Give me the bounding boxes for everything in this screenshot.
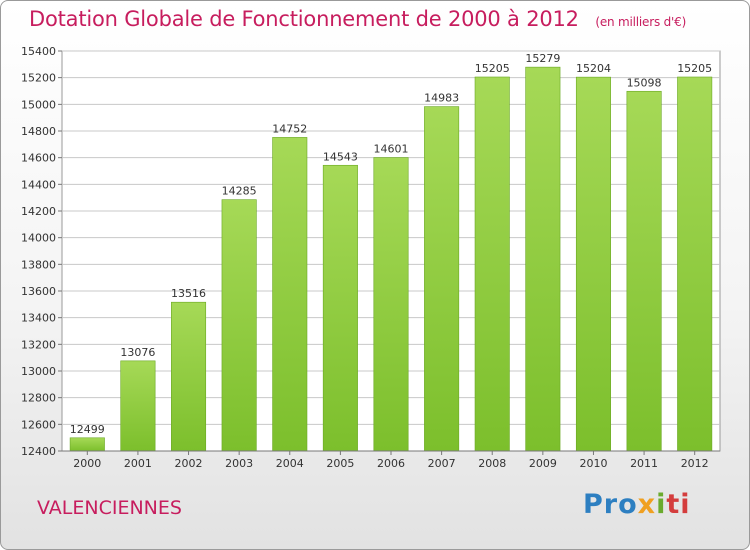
y-tick-label: 15400 — [21, 45, 56, 58]
y-tick-label: 14800 — [21, 125, 56, 138]
data-label: 12499 — [70, 423, 105, 436]
bar — [69, 437, 105, 452]
bar — [424, 106, 460, 452]
x-tick-label: 2000 — [73, 457, 101, 470]
place-name: VALENCIENNES — [37, 497, 182, 519]
y-tick-label: 15200 — [21, 72, 56, 85]
y-tick-label: 14200 — [21, 205, 56, 218]
y-tick-label: 12800 — [21, 392, 56, 405]
data-label: 15205 — [475, 62, 510, 75]
y-tick-label: 12400 — [21, 445, 56, 458]
x-tick-label: 2003 — [225, 457, 253, 470]
x-tick-label: 2004 — [276, 457, 304, 470]
y-tick-label: 13800 — [21, 258, 56, 271]
y-tick-label: 13600 — [21, 285, 56, 298]
bar — [272, 137, 308, 452]
y-tick-label: 14000 — [21, 232, 56, 245]
data-label: 13516 — [171, 287, 206, 300]
data-label: 15279 — [525, 52, 560, 65]
bar — [525, 66, 561, 452]
x-tick-label: 2002 — [175, 457, 203, 470]
logo-part-2: x — [637, 489, 657, 520]
bar — [120, 360, 156, 452]
data-label: 13076 — [120, 346, 155, 359]
bar — [474, 76, 510, 452]
logo-part-1: Pro — [583, 489, 638, 520]
y-tick-label: 15000 — [21, 98, 56, 111]
x-tick-label: 2001 — [124, 457, 152, 470]
y-tick-label: 14600 — [21, 152, 56, 165]
data-label: 14601 — [374, 143, 409, 156]
x-tick-label: 2006 — [377, 457, 405, 470]
data-label: 15098 — [627, 76, 662, 89]
x-tick-label: 2009 — [529, 457, 557, 470]
chart-subtitle: (en milliers d'€) — [595, 15, 687, 29]
y-tick-label: 14400 — [21, 178, 56, 191]
x-tick-label: 2008 — [478, 457, 506, 470]
x-tick-label: 2007 — [428, 457, 456, 470]
x-tick-label: 2010 — [579, 457, 607, 470]
bar — [171, 301, 207, 452]
x-tick-label: 2011 — [630, 457, 658, 470]
data-label: 15204 — [576, 62, 611, 75]
data-label: 14752 — [272, 122, 307, 135]
bar — [322, 164, 358, 452]
y-tick-label: 13400 — [21, 312, 56, 325]
y-tick-label: 12600 — [21, 418, 56, 431]
data-label: 14285 — [222, 185, 257, 198]
logo-part-4: ti — [666, 489, 691, 520]
data-label: 14983 — [424, 92, 459, 105]
chart-title: Dotation Globale de Fonctionnement de 20… — [29, 7, 686, 31]
chart-title-text: Dotation Globale de Fonctionnement de 20… — [29, 7, 579, 31]
data-label: 15205 — [677, 62, 712, 75]
y-tick-label: 13200 — [21, 338, 56, 351]
x-tick-label: 2005 — [326, 457, 354, 470]
bar — [575, 76, 611, 452]
bar — [373, 157, 409, 452]
bar — [221, 199, 257, 452]
bar — [626, 90, 662, 452]
x-tick-label: 2012 — [681, 457, 709, 470]
y-tick-label: 13000 — [21, 365, 56, 378]
bar — [677, 76, 713, 452]
data-label: 14543 — [323, 150, 358, 163]
logo-part-3: i — [656, 489, 667, 520]
proxiti-logo: Proxiti — [583, 489, 691, 520]
